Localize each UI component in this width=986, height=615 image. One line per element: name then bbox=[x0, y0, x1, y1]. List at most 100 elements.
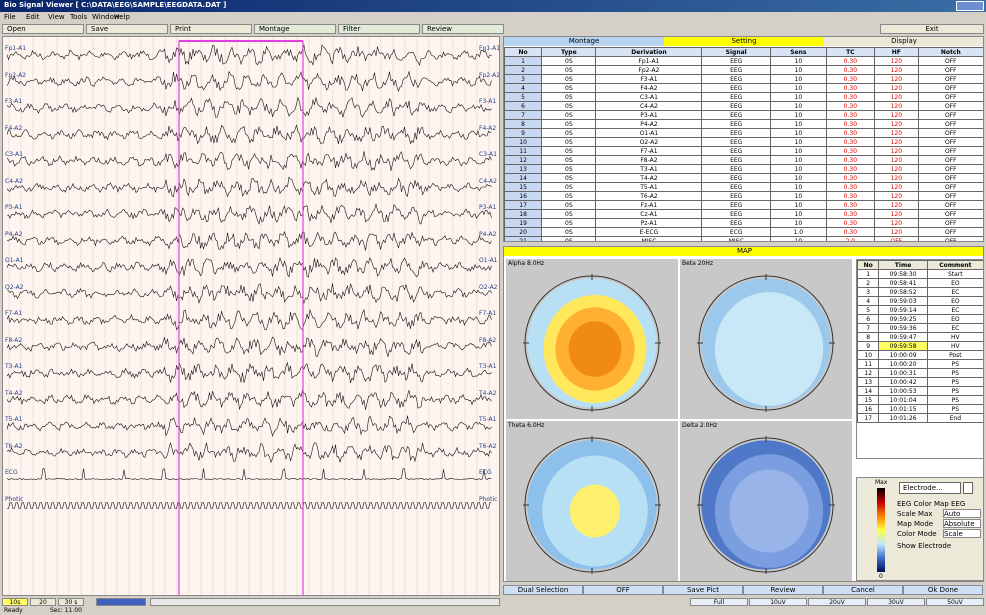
scale-button[interactable]: 20uV bbox=[808, 598, 866, 606]
table-tab[interactable]: Display bbox=[824, 37, 984, 46]
event-cell[interactable]: 09:59:25 bbox=[879, 315, 927, 324]
event-cell[interactable]: PS bbox=[927, 369, 983, 378]
table-cell[interactable]: 0S bbox=[542, 192, 596, 201]
table-cell[interactable]: 10 bbox=[770, 201, 826, 210]
table-cell[interactable]: 0.30 bbox=[826, 120, 874, 129]
toolbar-button[interactable]: Print bbox=[170, 24, 252, 34]
table-cell[interactable]: 120 bbox=[874, 201, 918, 210]
table-cell[interactable]: EEG bbox=[702, 156, 770, 165]
event-cell[interactable]: 2 bbox=[858, 279, 879, 288]
table-cell[interactable]: OFF bbox=[918, 201, 983, 210]
scale-button[interactable]: 50uV bbox=[926, 598, 984, 606]
table-cell[interactable]: 11 bbox=[505, 147, 542, 156]
table-cell[interactable]: 0S bbox=[542, 102, 596, 111]
table-cell[interactable]: EEG bbox=[702, 111, 770, 120]
table-cell[interactable]: 120 bbox=[874, 156, 918, 165]
table-cell[interactable]: 10 bbox=[770, 147, 826, 156]
event-cell[interactable]: 7 bbox=[858, 324, 879, 333]
event-cell[interactable]: 10:00:20 bbox=[879, 360, 927, 369]
event-cell[interactable]: 09:58:52 bbox=[879, 288, 927, 297]
event-cell[interactable]: 09:59:03 bbox=[879, 297, 927, 306]
table-cell[interactable]: 0.30 bbox=[826, 165, 874, 174]
event-cell[interactable]: EO bbox=[927, 315, 983, 324]
event-cell[interactable]: 09:58:41 bbox=[879, 279, 927, 288]
table-cell[interactable]: 0S bbox=[542, 120, 596, 129]
table-cell[interactable]: EEG bbox=[702, 129, 770, 138]
table-cell[interactable]: 2 bbox=[505, 66, 542, 75]
table-cell[interactable]: 120 bbox=[874, 120, 918, 129]
table-cell[interactable]: 10 bbox=[770, 93, 826, 102]
topomap[interactable]: Theta 6.0Hz bbox=[506, 421, 678, 581]
table-cell[interactable]: 120 bbox=[874, 93, 918, 102]
table-cell[interactable]: 10 bbox=[770, 102, 826, 111]
menu-item[interactable]: Edit bbox=[26, 13, 40, 22]
action-button[interactable]: Ok Done bbox=[903, 585, 983, 595]
event-cell[interactable]: 10:00:53 bbox=[879, 387, 927, 396]
event-cell[interactable]: 10:01:04 bbox=[879, 396, 927, 405]
scale-button[interactable]: 30uV bbox=[867, 598, 925, 606]
nav-button[interactable]: 30 s bbox=[58, 598, 84, 606]
table-cell[interactable]: 120 bbox=[874, 102, 918, 111]
event-cell[interactable]: 9 bbox=[858, 342, 879, 351]
table-cell[interactable]: 120 bbox=[874, 219, 918, 228]
event-cell[interactable]: 6 bbox=[858, 315, 879, 324]
table-cell[interactable]: 7 bbox=[505, 111, 542, 120]
event-cell[interactable]: PS bbox=[927, 405, 983, 414]
table-cell[interactable]: 10 bbox=[770, 237, 826, 243]
table-cell[interactable]: 12 bbox=[505, 156, 542, 165]
table-cell[interactable]: 10 bbox=[770, 57, 826, 66]
event-cell[interactable]: 15 bbox=[858, 396, 879, 405]
table-cell[interactable]: OFF bbox=[918, 174, 983, 183]
table-cell[interactable]: 0S bbox=[542, 84, 596, 93]
table-cell[interactable]: 120 bbox=[874, 174, 918, 183]
table-cell[interactable]: OFF bbox=[918, 66, 983, 75]
table-cell[interactable]: 8 bbox=[505, 120, 542, 129]
table-cell[interactable]: 10 bbox=[770, 129, 826, 138]
nav-button[interactable]: 10s bbox=[2, 598, 28, 606]
table-cell[interactable]: 2.0 bbox=[826, 237, 874, 243]
table-cell[interactable]: 10 bbox=[770, 174, 826, 183]
table-cell[interactable]: 10 bbox=[770, 111, 826, 120]
table-cell[interactable]: 0S bbox=[542, 111, 596, 120]
table-cell[interactable]: OFF bbox=[918, 102, 983, 111]
field-value[interactable]: Scale bbox=[943, 529, 981, 538]
event-cell[interactable]: 14 bbox=[858, 387, 879, 396]
table-cell[interactable]: O1-A1 bbox=[596, 129, 702, 138]
table-cell[interactable]: 10 bbox=[505, 138, 542, 147]
menu-item[interactable]: File bbox=[4, 13, 16, 22]
table-cell[interactable]: OFF bbox=[918, 75, 983, 84]
event-cell[interactable]: 17 bbox=[858, 414, 879, 423]
table-cell[interactable]: OFF bbox=[918, 111, 983, 120]
table-cell[interactable]: 120 bbox=[874, 84, 918, 93]
table-cell[interactable]: P4-A2 bbox=[596, 120, 702, 129]
table-cell[interactable]: 0S bbox=[542, 237, 596, 243]
electrode-button[interactable]: Electrode... bbox=[899, 482, 961, 494]
table-cell[interactable]: OFF bbox=[918, 147, 983, 156]
event-cell[interactable]: End bbox=[927, 414, 983, 423]
table-tab[interactable]: Montage bbox=[504, 37, 664, 46]
event-cell[interactable]: PS bbox=[927, 387, 983, 396]
event-cell[interactable]: 09:59:14 bbox=[879, 306, 927, 315]
table-cell[interactable]: 0S bbox=[542, 93, 596, 102]
table-cell[interactable]: OFF bbox=[918, 129, 983, 138]
table-cell[interactable]: 10 bbox=[770, 192, 826, 201]
table-cell[interactable]: Fp1-A1 bbox=[596, 57, 702, 66]
table-cell[interactable]: EEG bbox=[702, 210, 770, 219]
table-cell[interactable]: 0S bbox=[542, 174, 596, 183]
table-cell[interactable]: O2-A2 bbox=[596, 138, 702, 147]
table-cell[interactable]: EEG bbox=[702, 120, 770, 129]
table-cell[interactable]: EEG bbox=[702, 66, 770, 75]
event-cell[interactable]: 09:59:36 bbox=[879, 324, 927, 333]
table-cell[interactable]: EEG bbox=[702, 201, 770, 210]
event-cell[interactable]: 11 bbox=[858, 360, 879, 369]
table-cell[interactable]: 0S bbox=[542, 210, 596, 219]
table-cell[interactable]: 0S bbox=[542, 183, 596, 192]
event-cell[interactable]: PS bbox=[927, 360, 983, 369]
table-cell[interactable]: 0.30 bbox=[826, 201, 874, 210]
table-cell[interactable]: 120 bbox=[874, 138, 918, 147]
table-cell[interactable]: EEG bbox=[702, 147, 770, 156]
table-cell[interactable]: 10 bbox=[770, 84, 826, 93]
table-cell[interactable]: OFF bbox=[918, 93, 983, 102]
event-cell[interactable]: HV bbox=[927, 342, 983, 351]
menu-item[interactable]: Help bbox=[114, 13, 130, 22]
